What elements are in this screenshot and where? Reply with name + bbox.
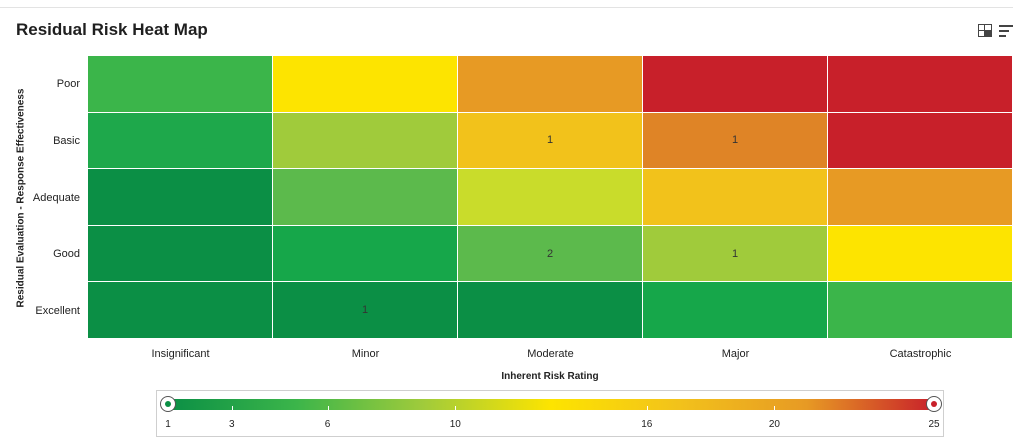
grid-view-icon[interactable] [978, 24, 992, 37]
cell-count-label: 1 [546, 134, 554, 147]
heatmap-cell[interactable] [643, 56, 828, 113]
page-title: Residual Risk Heat Map [16, 20, 208, 39]
heatmap-cell[interactable] [643, 282, 828, 339]
heatmap-cell[interactable] [828, 169, 1013, 226]
heatmap-cell[interactable] [88, 225, 273, 283]
color-legend [156, 390, 944, 437]
y-tick-label: Poor [56, 78, 80, 91]
legend-tick-label: 1 [165, 419, 171, 430]
legend-tick-mark [646, 406, 648, 410]
cell-count-label: 2 [546, 247, 554, 260]
y-tick-label: Good [53, 248, 80, 261]
cell-count-label: 1 [731, 134, 739, 147]
legend-tick-label: 16 [641, 419, 653, 430]
legend-tick-label: 10 [449, 419, 461, 430]
cell-count-label: 1 [731, 247, 739, 260]
heatmap-cell[interactable] [828, 56, 1013, 113]
heatmap-cell[interactable]: 1 [273, 282, 458, 339]
heatmap-cell[interactable]: 1 [643, 112, 828, 170]
legend-tick-mark [231, 406, 233, 410]
y-tick-label: Basic [53, 134, 80, 147]
x-tick-label: Moderate [527, 348, 574, 360]
legend-tick-mark [455, 406, 457, 410]
x-tick-label: Insignificant [151, 348, 210, 360]
cell-count-label: 1 [361, 304, 369, 317]
legend-gradient-bar [168, 399, 934, 410]
heatmap-cell[interactable] [458, 169, 643, 226]
y-axis-title: Residual Evaluation - Response Effective… [15, 88, 27, 307]
heatmap-cell[interactable]: 2 [458, 225, 643, 283]
y-tick-label: Adequate [32, 191, 80, 204]
heatmap-cell[interactable] [458, 56, 643, 113]
legend-max-handle[interactable] [926, 396, 942, 412]
heatmap-cell[interactable] [828, 112, 1013, 170]
heatmap-cell[interactable] [273, 56, 458, 113]
heatmap-cell[interactable] [273, 225, 458, 283]
heatmap-cell[interactable] [458, 282, 643, 339]
top-divider [0, 7, 1013, 8]
heatmap-cell[interactable] [88, 56, 273, 113]
x-axis-title: Inherent Risk Rating [501, 371, 599, 382]
y-tick-label: Excellent [35, 304, 80, 317]
heatmap-cell[interactable] [88, 169, 273, 226]
legend-tick-label: 25 [928, 419, 940, 430]
x-tick-label: Major [721, 348, 750, 360]
heatmap-grid: 1 1 2 1 1 [88, 56, 1013, 339]
heatmap-cell[interactable] [643, 169, 828, 226]
y-axis-title-wrap: Residual Evaluation - Response Effective… [13, 56, 29, 339]
legend-tick-label: 3 [229, 419, 235, 430]
heatmap-cell[interactable] [273, 169, 458, 226]
legend-tick-mark [774, 406, 776, 410]
heatmap-cell[interactable]: 1 [458, 112, 643, 170]
heatmap-cell[interactable]: 1 [643, 225, 828, 283]
heatmap-cell[interactable] [828, 282, 1013, 339]
legend-tick-label: 20 [768, 419, 780, 430]
heatmap-cell[interactable] [88, 282, 273, 339]
menu-icon[interactable] [999, 25, 1013, 37]
legend-tick-mark [327, 406, 329, 410]
legend-min-handle[interactable] [160, 396, 176, 412]
legend-tick-label: 6 [324, 419, 331, 430]
x-tick-label: Catastrophic [889, 348, 952, 360]
heatmap-cell[interactable] [273, 112, 458, 170]
heatmap-cell[interactable] [88, 112, 273, 170]
heatmap-cell[interactable] [828, 225, 1013, 283]
x-tick-label: Minor [351, 348, 380, 360]
